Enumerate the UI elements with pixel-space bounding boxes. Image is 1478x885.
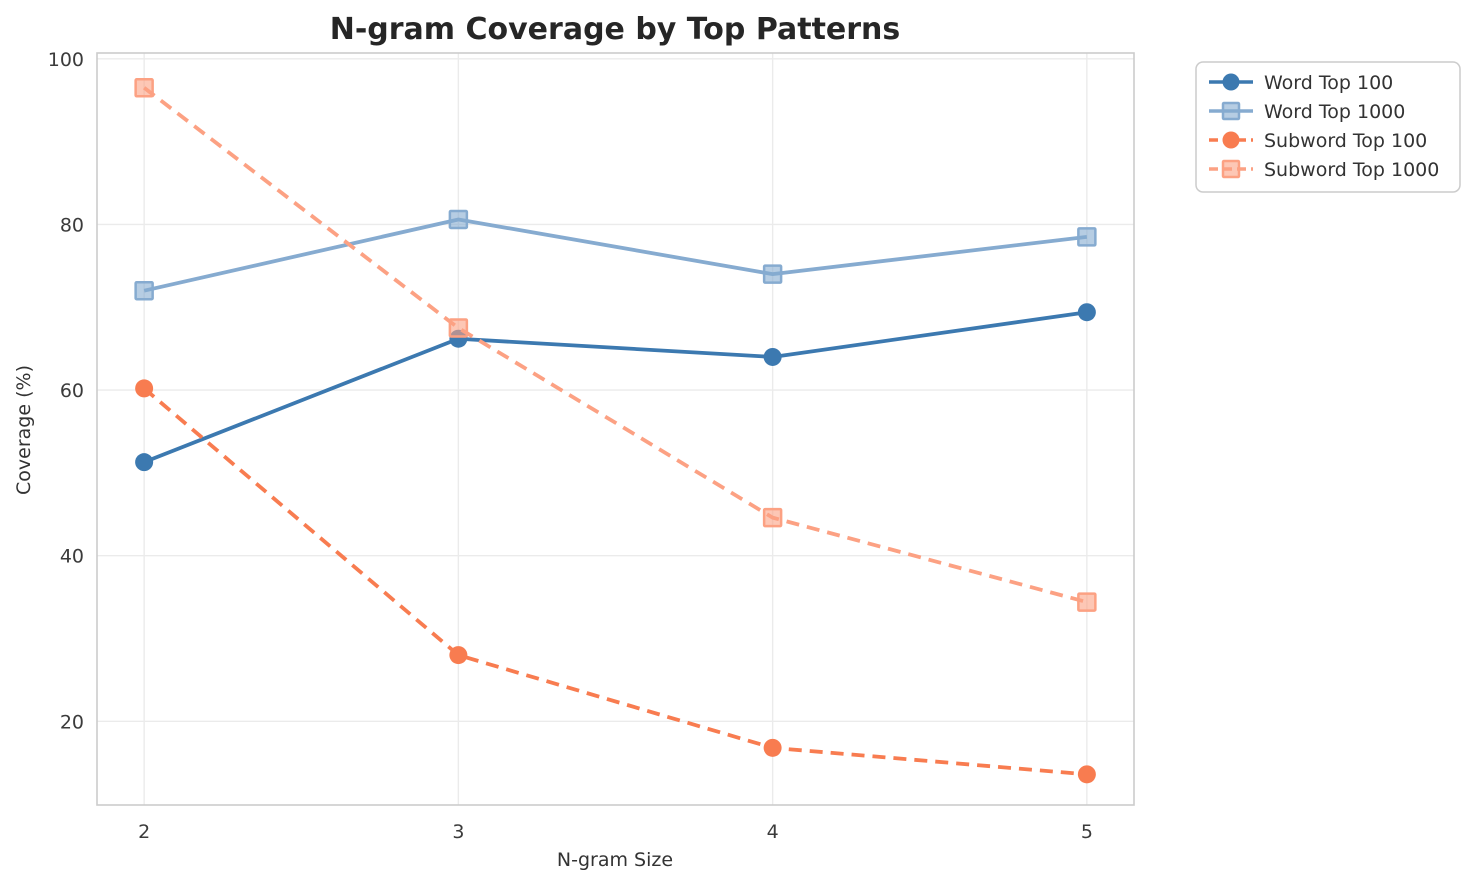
marker-square-subword-top-1000 (1077, 592, 1097, 612)
marker-circle-subword-top-100 (449, 646, 468, 665)
marker-circle-subword-top-100 (763, 738, 782, 757)
legend-marker-circle (1222, 73, 1240, 91)
x-tick-label: 4 (767, 821, 779, 843)
marker-circle-subword-top-100 (1077, 765, 1096, 784)
legend-item-label: Subword Top 1000 (1264, 159, 1439, 181)
legend-box (1195, 61, 1461, 193)
series-line-word-top-1000 (143, 217, 1088, 293)
marker-circle-word-top-100 (1077, 303, 1096, 322)
x-axis-label: N-gram Size (557, 849, 673, 871)
y-axis-label: Coverage (%) (13, 365, 35, 495)
y-tick-label: 20 (60, 711, 84, 733)
marker-square-word-top-1000 (1077, 227, 1097, 247)
marker-circle-word-top-100 (763, 347, 782, 366)
legend-item-word-top-1000: Word Top 1000 (1209, 101, 1405, 123)
x-tick-label: 5 (1081, 821, 1093, 843)
ticks-layer: 20 40 60 80 100 2 3 4 5 (48, 49, 1093, 843)
marker-circle-subword-top-100 (135, 379, 154, 398)
legend-marker-circle (1222, 131, 1240, 149)
legend-item-label: Word Top 100 (1264, 72, 1393, 94)
y-tick-label: 80 (60, 214, 84, 236)
y-tick-label: 60 (60, 380, 84, 402)
series-line-subword-top-1000 (142, 86, 1088, 604)
legend-item-label: Word Top 1000 (1264, 101, 1405, 123)
marker-circle-word-top-100 (135, 453, 154, 472)
series-line-word-top-100 (143, 310, 1088, 464)
legend-item-subword-top-1000: Subword Top 1000 (1209, 159, 1439, 181)
legend-marker-square (1221, 159, 1241, 179)
x-tick-label: 2 (138, 821, 150, 843)
marker-square-subword-top-1000 (762, 507, 783, 528)
marker-square-word-top-1000 (134, 280, 154, 301)
gridlines (97, 53, 1134, 805)
marker-square-subword-top-1000 (448, 318, 469, 338)
marker-square-subword-top-1000 (134, 78, 154, 98)
legend-item-word-top-100: Word Top 100 (1209, 72, 1393, 94)
legend-marker-square (1221, 101, 1241, 121)
legend: Word Top 100 Word Top 1000 Subword Top 100… (1195, 61, 1461, 193)
y-tick-label: 40 (60, 546, 84, 568)
legend-item-subword-top-100: Subword Top 100 (1209, 130, 1427, 152)
series-layer (134, 78, 1097, 784)
legend-item-label: Subword Top 100 (1264, 130, 1427, 152)
y-tick-label: 100 (48, 49, 84, 71)
series-line-subword-top-100 (142, 386, 1088, 777)
x-tick-label: 3 (452, 821, 464, 843)
chart-title: N-gram Coverage by Top Patterns (330, 12, 901, 47)
marker-square-word-top-1000 (448, 209, 469, 230)
plot-border (96, 52, 1135, 806)
marker-square-word-top-1000 (762, 264, 783, 284)
